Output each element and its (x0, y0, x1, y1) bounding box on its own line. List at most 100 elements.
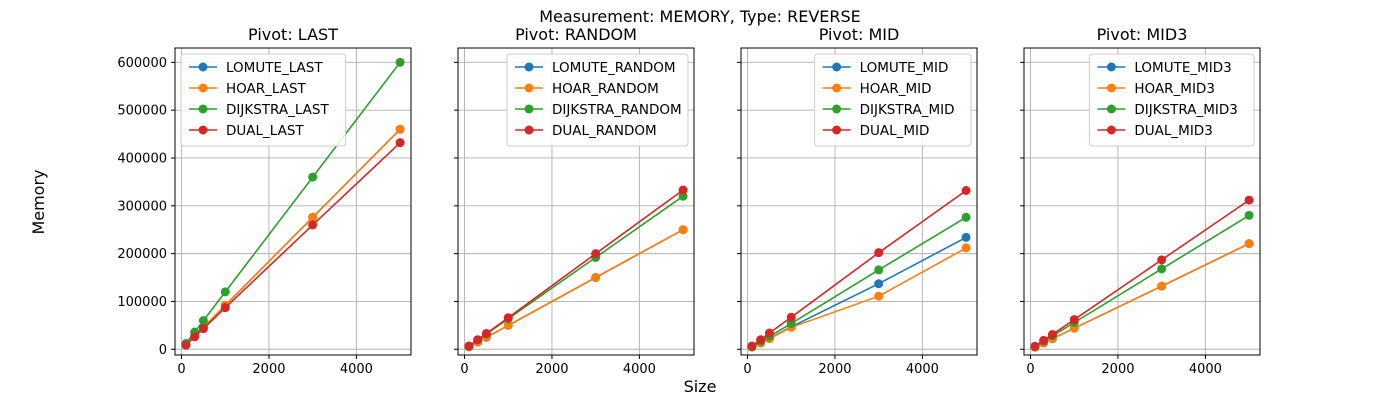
data-point (961, 243, 971, 253)
data-point (1244, 239, 1254, 249)
data-point (395, 57, 405, 67)
series-line-dijkstra_mid3 (1034, 214, 1250, 348)
x-tick-label: 4000 (1189, 362, 1222, 377)
legend-label: HOAR_MID (860, 81, 932, 97)
legend-swatch-marker (832, 125, 842, 135)
series-line-dual_last (185, 142, 401, 346)
data-point (961, 186, 971, 196)
subplot-title: Pivot: MID (819, 25, 900, 44)
data-point (678, 185, 688, 195)
data-point (220, 303, 230, 313)
data-point (1069, 315, 1079, 325)
series-line-dual_random (468, 189, 684, 347)
data-point (464, 341, 474, 351)
legend: LOMUTE_LAST HOAR_LAST DIJKSTRA_LAST DUAL_LA… (180, 53, 347, 147)
axes-frame (457, 47, 695, 356)
legend-swatch-marker (198, 62, 208, 72)
legend-swatch-marker (832, 104, 842, 114)
subplot-4: Pivot: MID3 0 2000 4000 LOMUTE_MID3 HOAR_MID3… (1020, 25, 1261, 377)
axes-frame (740, 47, 978, 356)
y-tick-label: 300000 (117, 199, 167, 214)
data-point (591, 273, 601, 283)
legend-label: LOMUTE_MID3 (1134, 60, 1231, 76)
data-point (678, 225, 688, 235)
legend-swatch-marker (1106, 104, 1116, 114)
data-point (786, 318, 796, 328)
x-tick-label: 2000 (818, 362, 851, 377)
data-point (308, 212, 318, 222)
data-point (756, 335, 766, 345)
data-point (308, 220, 318, 230)
data-point (481, 328, 491, 338)
data-point (961, 232, 971, 242)
legend-label: DIJKSTRA_MID (860, 102, 955, 118)
legend: LOMUTE_RANDOM HOAR_RANDOM DIJKSTRA_RANDOM D… (506, 53, 689, 147)
data-point (503, 313, 513, 323)
legend-label: DUAL_MID3 (1134, 123, 1212, 139)
data-point (308, 172, 318, 182)
data-point (1030, 341, 1040, 351)
legend-swatch-marker (198, 104, 208, 114)
figure-y-label: Memory (29, 169, 48, 234)
legend-swatch-marker (1106, 125, 1116, 135)
y-tick-label: 400000 (117, 151, 167, 166)
data-point (1157, 281, 1167, 291)
axes-frame (174, 47, 412, 356)
legend-box (506, 53, 689, 147)
legend-swatch-marker (198, 125, 208, 135)
legend-label: DUAL_LAST (226, 123, 304, 139)
series-line-hoar_last (185, 128, 401, 346)
legend-label: HOAR_MID3 (1134, 81, 1215, 97)
legend-box (814, 53, 972, 147)
subplot-3: Pivot: MID 0 2000 4000 LOMUTE_MID HOAR_MID DIJ… (737, 25, 978, 377)
legend-label: LOMUTE_RANDOM (552, 60, 676, 76)
data-point (591, 249, 601, 259)
y-tick-label: 100000 (117, 295, 167, 310)
subplot-1: Pivot: LAST 0 2000 4000 0 100000 200000 300000 4… (117, 25, 412, 377)
legend-swatch-marker (524, 62, 534, 72)
series-line-dijkstra_mid (751, 216, 967, 348)
legend-swatch-marker (832, 83, 842, 93)
legend-swatch-marker (524, 125, 534, 135)
x-tick-label: 4000 (906, 362, 939, 377)
figure-x-label: Size (684, 377, 717, 396)
data-point (503, 320, 513, 330)
data-point (1157, 255, 1167, 265)
legend: LOMUTE_MID HOAR_MID DIJKSTRA_MID DUAL_MID (814, 53, 972, 147)
data-point (786, 312, 796, 322)
x-tick-label: 4000 (623, 362, 656, 377)
x-tick-label: 2000 (535, 362, 568, 377)
legend: LOMUTE_MID3 HOAR_MID3 DIJKSTRA_MID3 DUAL_MI… (1088, 53, 1255, 147)
series-line-hoar_random (468, 228, 684, 348)
subplot-title: Pivot: LAST (248, 25, 338, 44)
data-point (874, 265, 884, 275)
subplot-title: Pivot: RANDOM (515, 25, 637, 44)
legend-label: DUAL_MID (860, 123, 930, 139)
data-point (395, 138, 405, 148)
data-point (1244, 195, 1254, 205)
subplot-title: Pivot: MID3 (1097, 25, 1188, 44)
legend-swatch-marker (524, 104, 534, 114)
legend-label: LOMUTE_LAST (226, 60, 323, 76)
subplot-2: Pivot: RANDOM 0 2000 4000 LOMUTE_RANDOM HOAR_… (454, 25, 695, 377)
data-point (1047, 329, 1057, 339)
data-point (874, 279, 884, 289)
series-line-hoar_mid3 (1034, 242, 1250, 348)
legend-swatch-marker (1106, 62, 1116, 72)
legend-box (1088, 53, 1255, 147)
data-point (220, 287, 230, 297)
data-point (764, 328, 774, 338)
legend-label: HOAR_RANDOM (552, 81, 659, 97)
data-point (1039, 335, 1049, 345)
x-tick-label: 4000 (340, 362, 373, 377)
y-tick-label: 200000 (117, 247, 167, 262)
x-tick-label: 2000 (1101, 362, 1134, 377)
legend-label: LOMUTE_MID (860, 60, 949, 76)
data-point (198, 316, 208, 326)
figure-suptitle: Measurement: MEMORY, Type: REVERSE (539, 7, 861, 26)
data-point (874, 291, 884, 301)
data-point (961, 212, 971, 222)
x-tick-label: 0 (460, 362, 468, 377)
x-tick-label: 2000 (252, 362, 285, 377)
